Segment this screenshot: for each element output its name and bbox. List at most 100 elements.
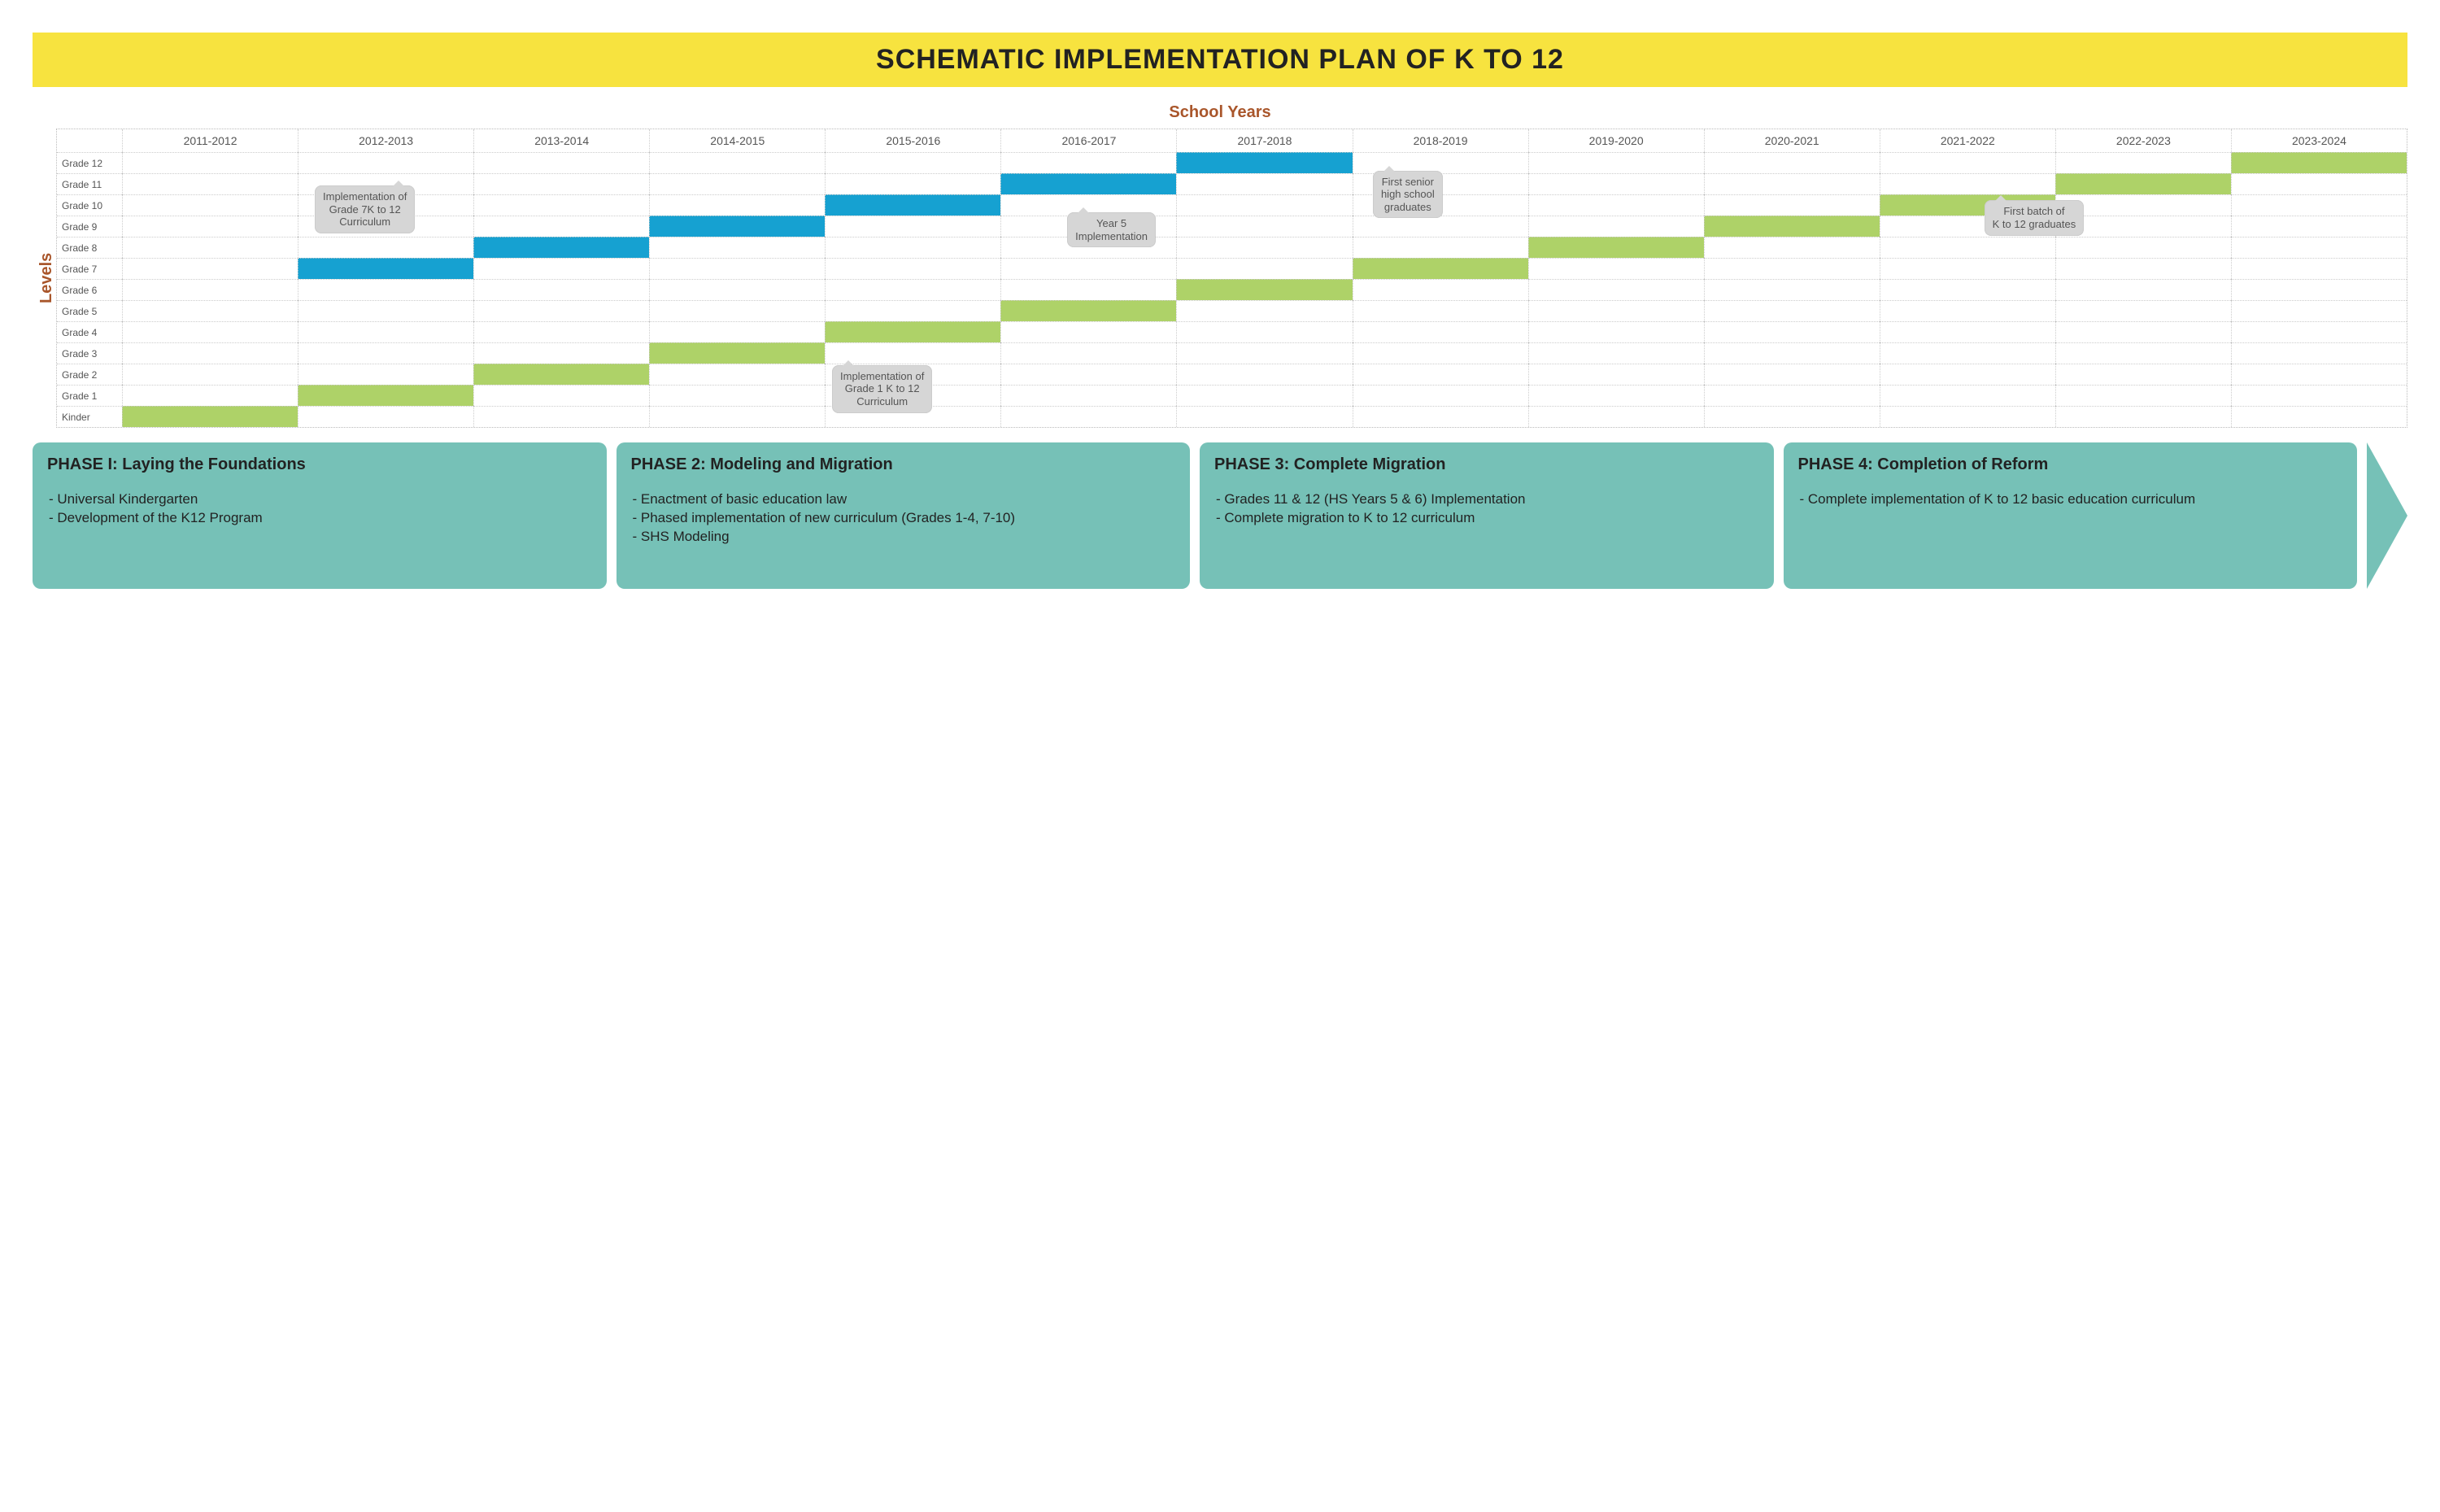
grid-cell — [825, 279, 1000, 300]
level-label: Grade 4 — [57, 321, 122, 342]
grid-cell — [1353, 406, 1528, 427]
grid-cell — [298, 152, 473, 173]
grid-cell — [473, 194, 649, 216]
grid-cell — [1528, 194, 1704, 216]
grid-cell — [122, 237, 298, 258]
grid-cell — [1528, 364, 1704, 385]
grid-cell — [298, 258, 473, 279]
levels-label: Levels — [33, 129, 56, 428]
phase-row: PHASE I: Laying the FoundationsUniversal… — [33, 442, 2407, 589]
phase-bullet: Complete implementation of K to 12 basic… — [1810, 490, 2343, 509]
grid-cell — [1704, 385, 1880, 406]
grid-cell — [2055, 342, 2231, 364]
grid-cell — [2231, 237, 2407, 258]
level-label: Grade 11 — [57, 173, 122, 194]
grid-cell — [473, 321, 649, 342]
grid-cell — [473, 216, 649, 237]
grid-cell — [1528, 385, 1704, 406]
level-label: Grade 1 — [57, 385, 122, 406]
phase-bullet: SHS Modeling — [643, 528, 1176, 547]
school-years-label: School Years — [33, 103, 2407, 122]
grid-cell — [1353, 237, 1528, 258]
level-label: Grade 5 — [57, 300, 122, 321]
grid-cell — [2055, 385, 2231, 406]
grid-cell — [1880, 385, 2055, 406]
grid-cell — [1176, 321, 1352, 342]
grid-cell — [2231, 300, 2407, 321]
grid-cell — [473, 152, 649, 173]
chart-wrap: Levels 2011-20122012-20132013-20142014-2… — [33, 129, 2407, 428]
grid-cell — [1880, 279, 2055, 300]
grid-cell — [473, 406, 649, 427]
grid-cell — [1528, 152, 1704, 173]
grid-cell — [298, 406, 473, 427]
grid-cell — [1176, 364, 1352, 385]
grid-cell — [473, 237, 649, 258]
grid-cell — [1176, 173, 1352, 194]
grid-cell — [2231, 342, 2407, 364]
grid-cell — [1528, 216, 1704, 237]
gantt-grid: 2011-20122012-20132013-20142014-20152015… — [56, 129, 2407, 428]
grid-cell — [1353, 216, 1528, 237]
grid-cell — [122, 152, 298, 173]
grid-cell — [1000, 152, 1176, 173]
grid-cell — [2055, 364, 2231, 385]
grid-cell — [298, 194, 473, 216]
grid-cell — [122, 321, 298, 342]
grid-cell — [1528, 237, 1704, 258]
level-label: Grade 8 — [57, 237, 122, 258]
grid-cell — [298, 279, 473, 300]
grid-cell — [1000, 342, 1176, 364]
grid-cell — [2231, 385, 2407, 406]
phase-bullet: Development of the K12 Program — [59, 509, 592, 528]
grid-cell — [1528, 342, 1704, 364]
grid-cell — [1528, 300, 1704, 321]
grid-cell — [649, 279, 825, 300]
grid-cell — [1880, 152, 2055, 173]
grid-cell — [825, 237, 1000, 258]
grid-cell — [2231, 173, 2407, 194]
grid-cell — [473, 342, 649, 364]
phase-title: PHASE 4: Completion of Reform — [1798, 455, 2343, 474]
grid-cell — [2055, 300, 2231, 321]
grid-cell — [1704, 152, 1880, 173]
grid-cell — [825, 342, 1000, 364]
chart-area: 2011-20122012-20132013-20142014-20152015… — [56, 129, 2407, 428]
grid-cell — [1176, 279, 1352, 300]
phase-bullet: Grades 11 & 12 (HS Years 5 & 6) Implemen… — [1226, 490, 1759, 509]
grid-cell — [2231, 258, 2407, 279]
grid-cell — [1704, 258, 1880, 279]
grid-cell — [825, 173, 1000, 194]
grid-cell — [298, 385, 473, 406]
grid-cell — [1000, 258, 1176, 279]
grid-cell — [298, 300, 473, 321]
grid-cell — [122, 385, 298, 406]
level-label: Kinder — [57, 406, 122, 427]
grid-cell — [825, 406, 1000, 427]
grid-cell — [122, 342, 298, 364]
grid-cell — [2055, 216, 2231, 237]
grid-cell — [1704, 342, 1880, 364]
year-header: 2023-2024 — [2231, 129, 2407, 152]
grid-cell — [649, 321, 825, 342]
level-label: Grade 10 — [57, 194, 122, 216]
grid-cell — [825, 216, 1000, 237]
grid-cell — [122, 216, 298, 237]
grid-cell — [2231, 364, 2407, 385]
grid-cell — [473, 258, 649, 279]
grid-cell — [298, 364, 473, 385]
page-title: SCHEMATIC IMPLEMENTATION PLAN OF K TO 12 — [33, 33, 2407, 87]
grid-cell — [1704, 364, 1880, 385]
grid-cell — [2231, 194, 2407, 216]
level-label: Grade 12 — [57, 152, 122, 173]
grid-cell — [649, 216, 825, 237]
year-header: 2021-2022 — [1880, 129, 2055, 152]
grid-cell — [1176, 385, 1352, 406]
phase-title: PHASE 2: Modeling and Migration — [631, 455, 1176, 474]
year-header: 2013-2014 — [473, 129, 649, 152]
year-header: 2017-2018 — [1176, 129, 1352, 152]
grid-cell — [2055, 194, 2231, 216]
grid-cell — [1704, 216, 1880, 237]
level-label: Grade 2 — [57, 364, 122, 385]
grid-cell — [1528, 258, 1704, 279]
